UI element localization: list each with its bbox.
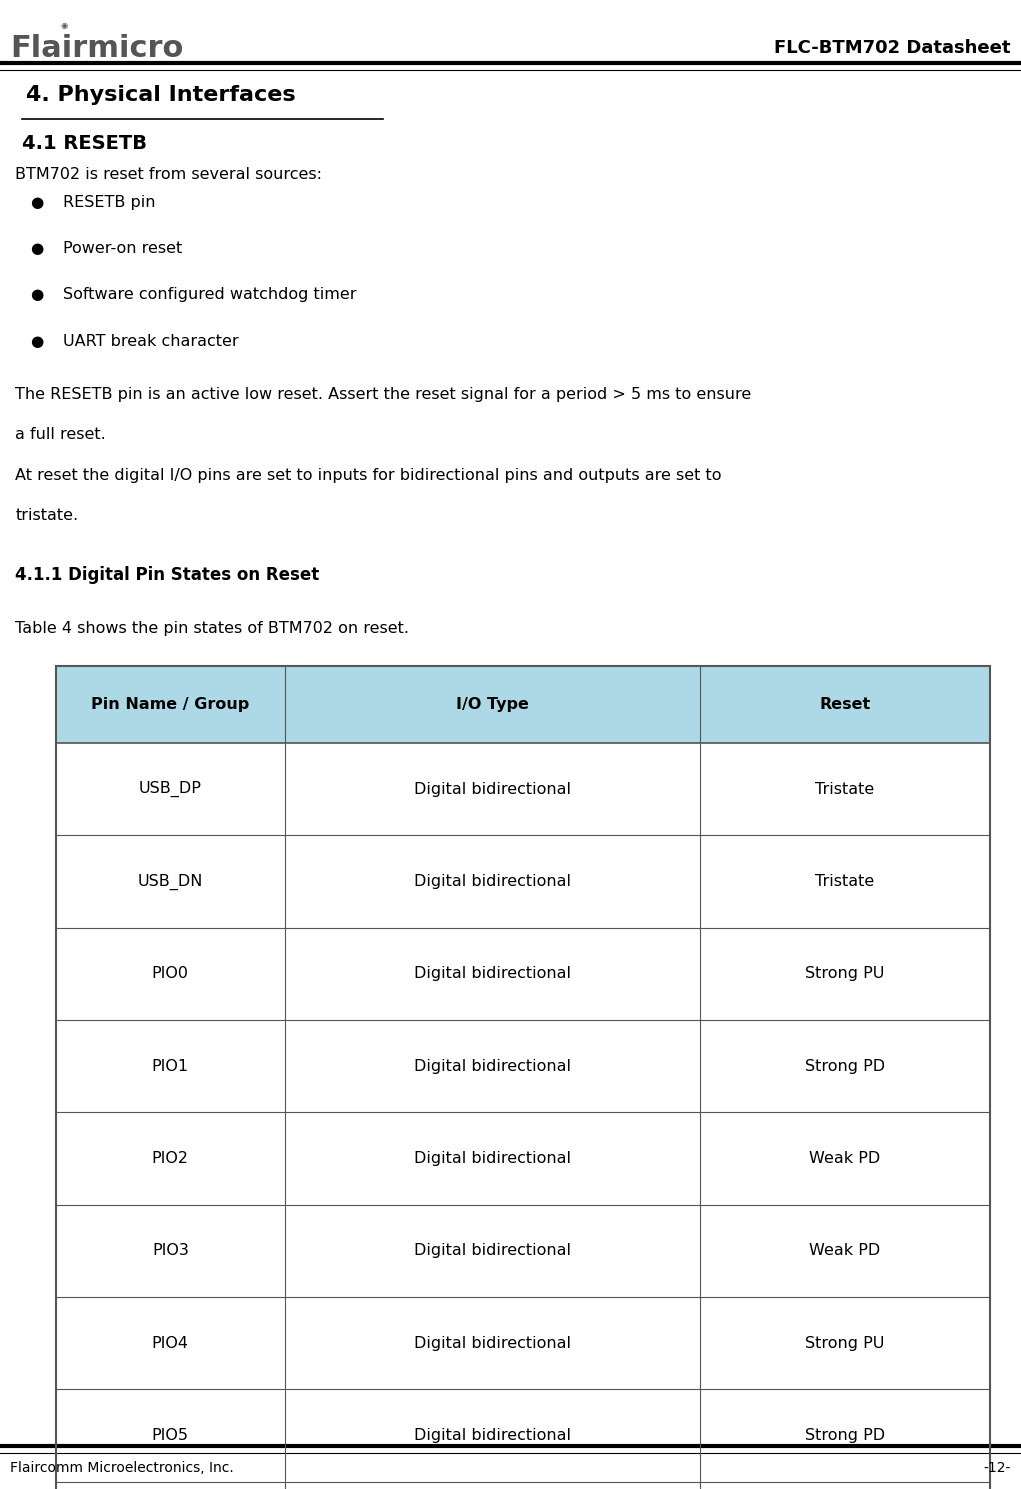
Text: tristate.: tristate. — [15, 508, 79, 523]
Text: ◉: ◉ — [60, 21, 67, 30]
Text: Weak PD: Weak PD — [810, 1151, 881, 1166]
Bar — [56, 1020, 990, 1112]
Bar — [56, 835, 990, 928]
Text: RESETB pin: RESETB pin — [63, 195, 156, 210]
Text: Digital bidirectional: Digital bidirectional — [414, 966, 571, 981]
Text: Weak PD: Weak PD — [810, 1243, 881, 1258]
Text: PIO3: PIO3 — [152, 1243, 189, 1258]
Text: Pin Name / Group: Pin Name / Group — [91, 697, 249, 712]
Text: At reset the digital I/O pins are set to inputs for bidirectional pins and outpu: At reset the digital I/O pins are set to… — [15, 468, 722, 482]
Bar — [56, 666, 990, 743]
Text: USB_DN: USB_DN — [138, 874, 203, 889]
Bar — [56, 1205, 990, 1297]
Text: Digital bidirectional: Digital bidirectional — [414, 1243, 571, 1258]
Text: ●: ● — [31, 287, 44, 302]
Text: USB_DP: USB_DP — [139, 782, 202, 797]
Text: Strong PU: Strong PU — [806, 966, 885, 981]
Text: ●: ● — [31, 195, 44, 210]
Text: 4.1 RESETB: 4.1 RESETB — [22, 134, 147, 153]
Text: PIO1: PIO1 — [152, 1059, 189, 1074]
Text: PIO5: PIO5 — [152, 1428, 189, 1443]
Bar — [56, 1297, 990, 1389]
Text: ●: ● — [31, 241, 44, 256]
Text: Digital bidirectional: Digital bidirectional — [414, 1428, 571, 1443]
Text: BTM702 is reset from several sources:: BTM702 is reset from several sources: — [15, 167, 323, 182]
Bar — [56, 928, 990, 1020]
Text: -12-: -12- — [983, 1461, 1011, 1474]
Text: PIO0: PIO0 — [152, 966, 189, 981]
Text: Digital bidirectional: Digital bidirectional — [414, 1151, 571, 1166]
Text: Strong PD: Strong PD — [805, 1059, 885, 1074]
Text: 4. Physical Interfaces: 4. Physical Interfaces — [26, 85, 295, 104]
Bar — [56, 1389, 990, 1482]
Text: Strong PU: Strong PU — [806, 1336, 885, 1351]
Text: Digital bidirectional: Digital bidirectional — [414, 874, 571, 889]
Bar — [56, 1482, 990, 1489]
Text: Table 4 shows the pin states of BTM702 on reset.: Table 4 shows the pin states of BTM702 o… — [15, 621, 409, 636]
Text: Digital bidirectional: Digital bidirectional — [414, 1336, 571, 1351]
Text: I/O Type: I/O Type — [455, 697, 529, 712]
Text: Tristate: Tristate — [816, 782, 875, 797]
Text: Strong PD: Strong PD — [805, 1428, 885, 1443]
Text: PIO4: PIO4 — [152, 1336, 189, 1351]
Text: FLC-BTM702 Datasheet: FLC-BTM702 Datasheet — [774, 39, 1011, 57]
Text: PIO2: PIO2 — [152, 1151, 189, 1166]
Text: a full reset.: a full reset. — [15, 427, 106, 442]
Bar — [56, 666, 990, 1489]
Text: Digital bidirectional: Digital bidirectional — [414, 1059, 571, 1074]
Text: ●: ● — [31, 334, 44, 348]
Text: Software configured watchdog timer: Software configured watchdog timer — [63, 287, 356, 302]
Bar — [56, 743, 990, 835]
Text: Tristate: Tristate — [816, 874, 875, 889]
Text: 4.1.1 Digital Pin States on Reset: 4.1.1 Digital Pin States on Reset — [15, 566, 320, 584]
Bar — [56, 1112, 990, 1205]
Text: Reset: Reset — [820, 697, 871, 712]
Text: Flaircomm Microelectronics, Inc.: Flaircomm Microelectronics, Inc. — [10, 1461, 234, 1474]
Text: UART break character: UART break character — [63, 334, 239, 348]
Text: Flairmicro: Flairmicro — [10, 34, 184, 63]
Text: The RESETB pin is an active low reset. Assert the reset signal for a period > 5 : The RESETB pin is an active low reset. A… — [15, 387, 751, 402]
Text: Power-on reset: Power-on reset — [63, 241, 183, 256]
Text: Digital bidirectional: Digital bidirectional — [414, 782, 571, 797]
